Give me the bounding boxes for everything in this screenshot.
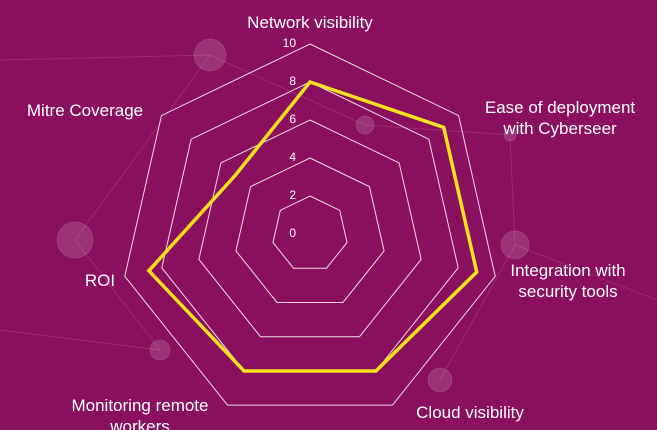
category-label: Network visibility bbox=[247, 12, 373, 32]
r-tick-label: 8 bbox=[289, 74, 296, 88]
grid-ring bbox=[124, 43, 496, 406]
category-label: Cloud visibility bbox=[416, 402, 524, 422]
r-tick-label: 2 bbox=[289, 188, 296, 202]
r-tick-label: 4 bbox=[289, 150, 296, 164]
category-label: Mitre Coverage bbox=[26, 100, 144, 120]
category-label: Monitoring remote workers bbox=[71, 396, 209, 430]
background-network bbox=[0, 38, 657, 393]
r-tick-label: 10 bbox=[283, 36, 297, 50]
r-tick-label: 0 bbox=[289, 226, 296, 240]
series-line bbox=[146, 79, 479, 373]
grid-ring bbox=[198, 119, 422, 338]
category-label: Ease of deployment with Cyberseer bbox=[484, 98, 636, 138]
grid-ring bbox=[272, 195, 348, 269]
category-label: ROI bbox=[84, 270, 116, 290]
r-tick-label: 6 bbox=[289, 112, 296, 126]
category-label: Integration with security tools bbox=[510, 261, 626, 301]
grid-ring bbox=[235, 157, 385, 303]
